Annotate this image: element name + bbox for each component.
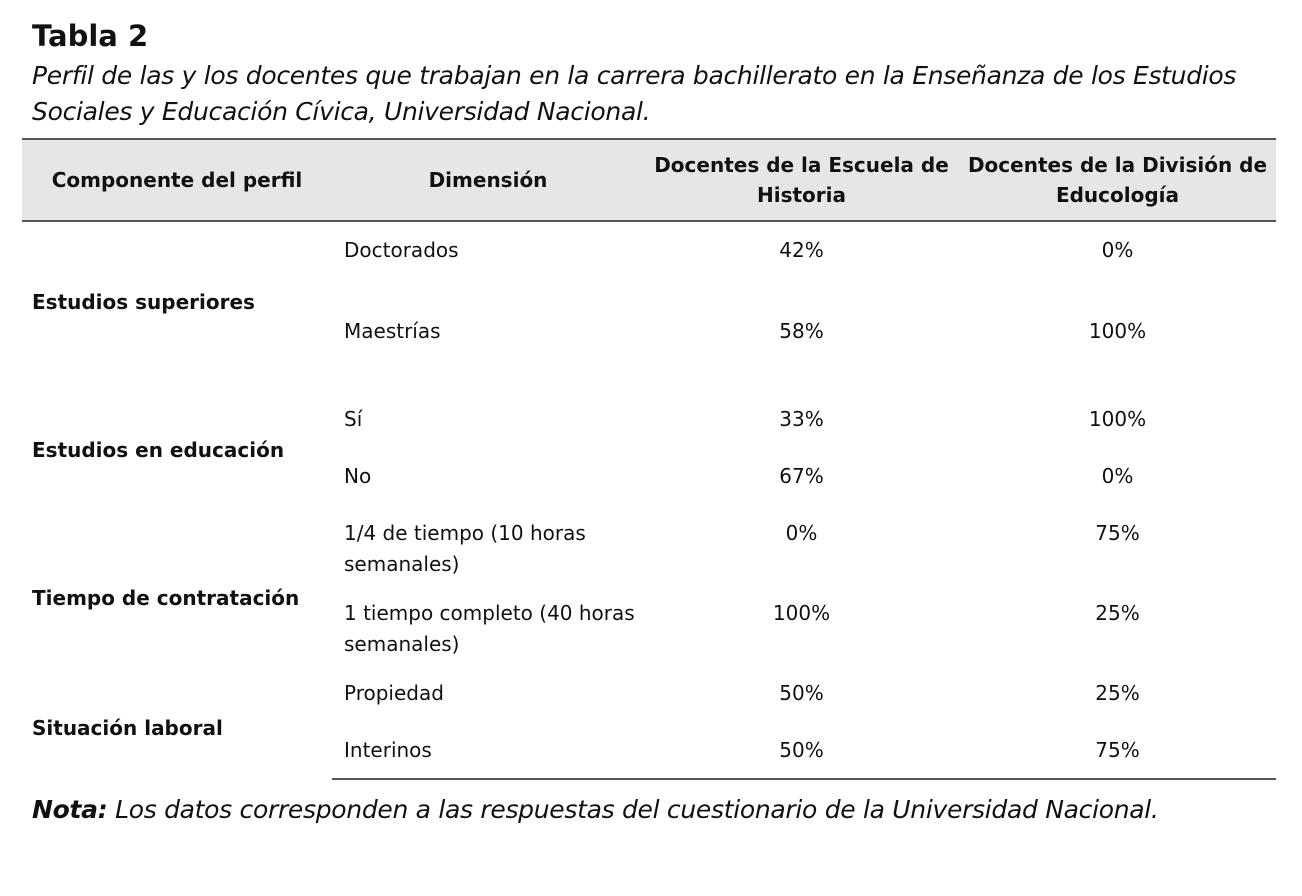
table-row: Estudios superiores Doctorados 42% 0% [22,221,1276,314]
component-cell: Tiempo de contratación [32,585,300,610]
component-cell: Estudios en educación [32,437,285,462]
component-cell: Estudios superiores [32,289,255,314]
table-header: Componente del perfil Dimensión Docentes… [22,138,1276,222]
historia-cell: 0% [785,521,818,545]
table-caption: Perfil de las y los docentes que trabaja… [32,61,1237,126]
historia-cell: 67% [779,464,824,488]
dimension-cell: Doctorados [344,238,459,262]
component-cell: Situación laboral [32,716,223,740]
header-dimension: Dimensión [332,138,644,222]
historia-cell: 33% [779,407,824,431]
dimension-cell: Interinos [332,735,644,780]
dimension-cell: Propiedad [344,681,444,705]
header-component: Componente del perfil [22,138,332,222]
table-row: 1 tiempo completo (40 horas semanales) 1… [22,598,1276,678]
dimension-cell: Sí [344,407,363,431]
table-note: Nota: Los datos corresponden a las respu… [32,792,1276,828]
table-row: No 67% 0% [22,461,1276,518]
dimension-cell: 1/4 de tiempo (10 horas semanales) [344,521,586,576]
educologia-cell: 100% [1088,319,1147,343]
educologia-cell: 0% [1101,464,1134,488]
historia-cell: 50% [644,735,959,780]
table-figure: Tabla 2 Perfil de las y los docentes que… [22,16,1276,828]
table-label: Tabla 2 [32,19,149,53]
table-body: Estudios superiores Doctorados 42% 0% Ma… [22,221,1276,780]
historia-cell: 100% [772,601,831,625]
historia-cell: 42% [779,238,824,262]
note-label: Nota: [32,795,108,824]
note-text: Los datos corresponden a las respuestas … [107,795,1159,824]
header-historia: Docentes de la Escuela de Historia [644,138,959,222]
table-row: Tiempo de contratación 1/4 de tiempo (10… [22,518,1276,610]
dimension-cell: No [344,464,372,488]
header-educologia: Docentes de la División de Educología [959,138,1276,222]
dimension-cell: Maestrías [344,319,441,343]
historia-cell: 50% [779,681,824,705]
dimension-cell: 1 tiempo completo (40 horas semanales) [344,601,635,656]
educologia-cell: 75% [959,735,1276,780]
educologia-cell: 0% [1101,238,1134,262]
header-row: Componente del perfil Dimensión Docentes… [22,138,1276,222]
educologia-cell: 25% [1095,681,1140,705]
educologia-cell: 100% [1088,407,1147,431]
educologia-cell: 75% [1095,521,1140,545]
historia-cell: 58% [779,319,824,343]
table-row: Estudios en educación Sí 33% 100% [22,382,1276,462]
table-row: Maestrías 58% 100% [22,302,1276,382]
profile-table: Componente del perfil Dimensión Docentes… [22,138,1276,780]
educologia-cell: 25% [1095,601,1140,625]
table-row: Situación laboral Propiedad 50% 25% [22,678,1276,740]
table-row: Interinos 50% 75% [22,735,1276,780]
